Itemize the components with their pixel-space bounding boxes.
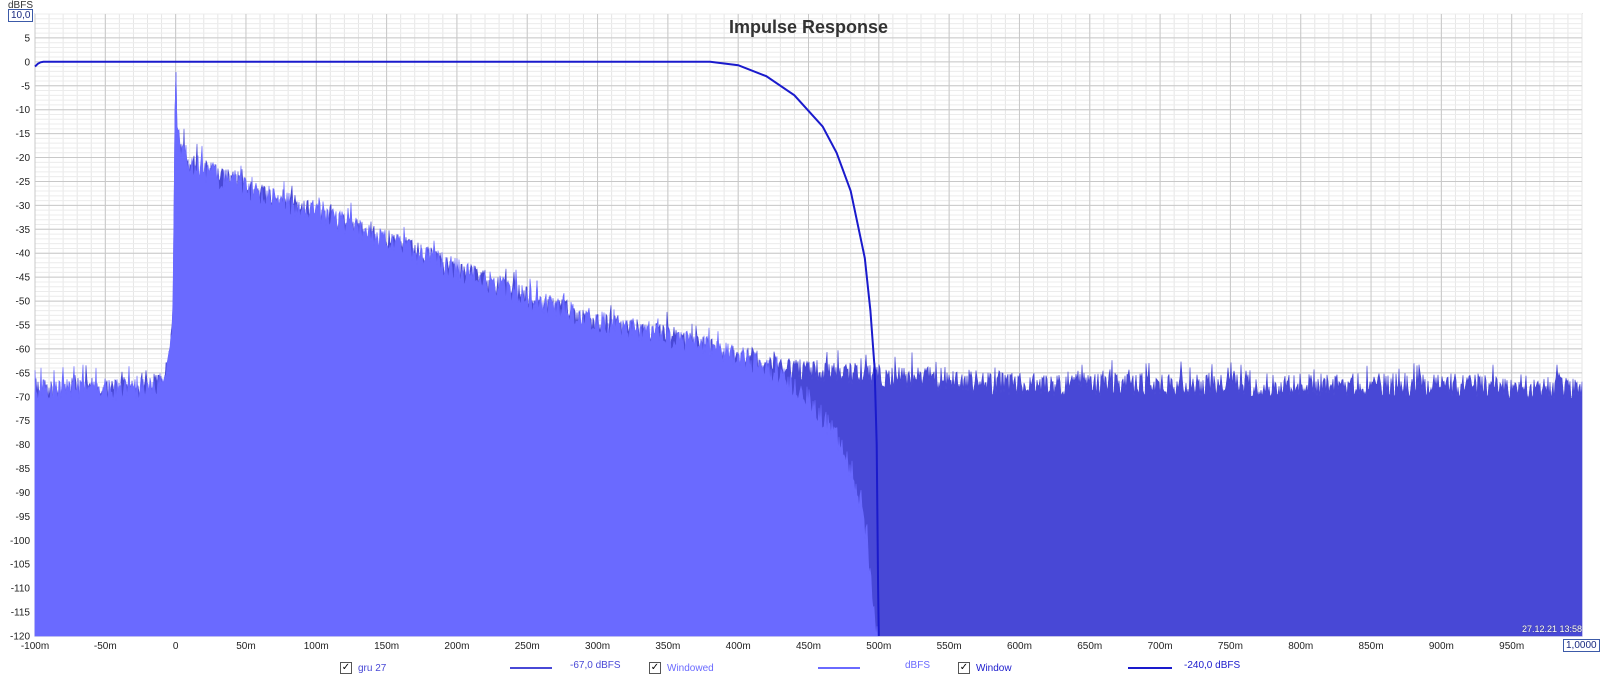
legend-swatch-windowed xyxy=(818,667,860,669)
y-tick-label: -110 xyxy=(11,584,31,595)
x-tick-label: 0 xyxy=(173,641,179,652)
y-tick-label: -5 xyxy=(21,81,30,92)
series-window-line xyxy=(34,60,880,637)
x-tick-label: 150m xyxy=(374,641,399,652)
legend-label: Windowed xyxy=(667,662,714,674)
y-tick-label: -70 xyxy=(16,392,31,403)
chart-title: Impulse Response xyxy=(729,17,888,37)
checkbox[interactable]: ✓ xyxy=(340,662,352,674)
y-tick-label: -25 xyxy=(16,177,31,188)
x-tick-label: 550m xyxy=(937,641,962,652)
x-tick-label: 700m xyxy=(1148,641,1173,652)
y-tick-label: -65 xyxy=(16,368,31,379)
y-tick-label: -55 xyxy=(16,321,31,332)
y-tick-label: 5 xyxy=(24,33,30,44)
y-tick-label: -50 xyxy=(16,297,31,308)
x-tick-label: 650m xyxy=(1077,641,1102,652)
y-tick-label: -75 xyxy=(16,416,31,427)
x-tick-label: 400m xyxy=(726,641,751,652)
legend-level-window: -240,0 dBFS xyxy=(1184,660,1241,671)
legend-item-windowed[interactable]: ✓ Windowed xyxy=(649,660,714,676)
x-tick-label: 100m xyxy=(304,641,329,652)
y-tick-label: -15 xyxy=(16,129,31,140)
x-tick-label: 450m xyxy=(796,641,821,652)
y-tick-label: -60 xyxy=(16,344,31,355)
x-tick-label: 600m xyxy=(1007,641,1032,652)
x-tick-label: 900m xyxy=(1429,641,1454,652)
y-tick-label: -115 xyxy=(11,608,31,619)
y-tick-label: -85 xyxy=(16,464,31,475)
x-tick-label: 950m xyxy=(1499,641,1524,652)
x-max-input[interactable]: 1,0000 xyxy=(1563,639,1600,652)
y-tick-label: 0 xyxy=(24,57,30,68)
legend-item-gru27[interactable]: ✓ gru 27 xyxy=(340,660,386,676)
x-tick-label: 300m xyxy=(585,641,610,652)
legend-swatch-window xyxy=(1128,667,1172,669)
y-tick-label: -105 xyxy=(10,560,30,571)
x-tick-label: -50m xyxy=(94,641,117,652)
y-tick-label: -95 xyxy=(16,512,31,523)
series-windowed-area xyxy=(34,72,879,637)
y-tick-label: -40 xyxy=(16,249,31,260)
timestamp: 27.12.21 13:58 xyxy=(1521,624,1582,634)
legend-label: Window xyxy=(976,662,1012,674)
legend-swatch-gru27 xyxy=(510,667,552,669)
x-tick-label: -100m xyxy=(21,641,49,652)
x-tick-label: 200m xyxy=(444,641,469,652)
legend-level-windowed: dBFS xyxy=(905,660,931,671)
y-tick-label: -100 xyxy=(10,536,30,547)
y-max-input[interactable]: 10,0 xyxy=(8,9,34,22)
x-tick-label: 350m xyxy=(655,641,680,652)
y-tick-label: -120 xyxy=(10,632,30,643)
x-tick-label: 250m xyxy=(515,641,540,652)
legend-item-window[interactable]: ✓ Window xyxy=(958,660,1012,676)
y-tick-label: -45 xyxy=(16,273,31,284)
x-tick-label: 50m xyxy=(236,641,255,652)
x-tick-label: 800m xyxy=(1288,641,1313,652)
y-tick-label: -35 xyxy=(16,225,31,236)
y-tick-label: -20 xyxy=(16,153,31,164)
checkbox[interactable]: ✓ xyxy=(649,662,661,674)
x-tick-label: 850m xyxy=(1359,641,1384,652)
x-tick-label: 500m xyxy=(866,641,891,652)
y-tick-label: -90 xyxy=(16,488,31,499)
y-tick-label: -30 xyxy=(16,201,31,212)
y-tick-label: -80 xyxy=(16,440,31,451)
legend-level-gru27: -67,0 dBFS xyxy=(570,660,621,671)
legend-label: gru 27 xyxy=(358,662,387,674)
x-tick-label: 750m xyxy=(1218,641,1243,652)
y-tick-label: -10 xyxy=(16,105,31,116)
checkbox[interactable]: ✓ xyxy=(958,662,970,674)
y-unit-label: dBFS xyxy=(8,0,34,11)
